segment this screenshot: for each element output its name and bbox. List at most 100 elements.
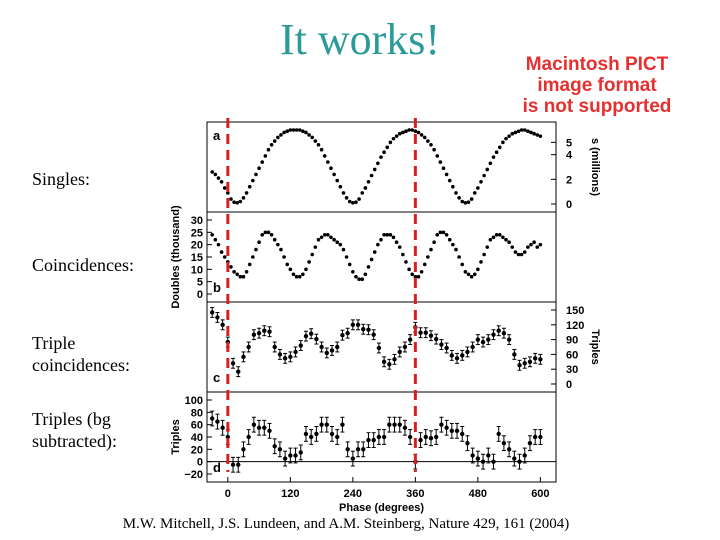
data-point	[416, 130, 421, 135]
data-point	[479, 260, 483, 264]
data-point	[538, 134, 543, 138]
data-point	[382, 150, 386, 154]
panel-label: d	[213, 460, 221, 475]
data-point	[222, 186, 227, 190]
data-point	[279, 133, 283, 137]
data-point	[344, 196, 349, 200]
data-point	[475, 456, 481, 461]
data-point	[308, 434, 314, 440]
data-point	[215, 315, 220, 320]
y-axis-label: Doubles (thousand)	[170, 205, 182, 309]
data-point	[510, 245, 515, 249]
data-point	[256, 330, 262, 336]
data-point	[241, 447, 246, 452]
data-point	[454, 428, 460, 434]
data-point	[449, 428, 455, 434]
data-point	[426, 139, 430, 143]
data-point	[210, 170, 215, 174]
data-point	[376, 161, 380, 166]
data-point	[347, 199, 352, 204]
data-point	[538, 357, 543, 362]
data-point	[391, 136, 396, 141]
data-point	[432, 147, 436, 152]
data-point	[397, 245, 402, 249]
x-tick-label: 240	[344, 488, 362, 500]
data-point	[522, 128, 527, 132]
data-point	[229, 197, 233, 201]
data-point	[422, 135, 427, 140]
data-point	[351, 200, 355, 205]
data-point	[376, 434, 382, 440]
data-point	[435, 233, 440, 237]
data-point	[213, 237, 218, 242]
data-point	[277, 447, 283, 452]
data-point	[267, 329, 272, 334]
right-y-tick-label: 90	[566, 335, 578, 347]
data-point	[516, 252, 521, 257]
data-point	[293, 453, 298, 458]
data-point	[371, 332, 376, 337]
data-point	[288, 354, 293, 360]
data-point	[307, 133, 311, 137]
data-point	[310, 252, 315, 257]
data-point	[407, 337, 413, 342]
data-point	[463, 270, 468, 274]
data-point	[355, 322, 361, 327]
data-point	[366, 437, 371, 443]
data-point	[285, 129, 290, 134]
data-point	[363, 272, 368, 277]
data-point	[526, 245, 530, 249]
data-point	[366, 265, 371, 269]
data-point	[272, 344, 277, 350]
data-point	[391, 235, 396, 240]
data-point	[486, 453, 491, 458]
data-point	[513, 250, 518, 254]
data-point	[465, 440, 470, 446]
data-point	[294, 128, 299, 132]
y-tick-label: 60	[191, 420, 203, 432]
data-point	[418, 437, 423, 443]
data-point	[236, 462, 241, 467]
right-y-tick-label: 0	[566, 379, 572, 391]
data-point	[376, 242, 380, 247]
data-point	[235, 200, 240, 205]
data-point	[222, 255, 227, 259]
data-point	[381, 359, 387, 364]
panel-frame	[206, 211, 557, 303]
data-point	[344, 255, 349, 259]
data-point	[482, 173, 486, 178]
x-tick-label: 120	[281, 488, 299, 500]
data-point	[501, 440, 507, 446]
slide-title: It works!	[279, 15, 441, 64]
data-point	[451, 242, 455, 247]
data-point	[329, 166, 333, 171]
right-y-tick-label: 30	[566, 364, 578, 376]
data-point	[357, 197, 361, 201]
data-point	[472, 272, 477, 277]
data-point	[410, 128, 415, 132]
data-point	[388, 233, 393, 237]
right-y-tick-label: 120	[566, 320, 584, 332]
data-point	[532, 240, 536, 244]
data-point	[402, 425, 408, 430]
data-point	[532, 131, 536, 136]
data-point	[419, 133, 424, 137]
data-point	[332, 172, 336, 177]
y-tick-label: 40	[191, 432, 203, 444]
data-point	[319, 147, 324, 152]
data-point	[416, 274, 421, 279]
data-point	[310, 135, 315, 140]
data-point	[522, 453, 527, 458]
data-point	[236, 369, 241, 374]
data-point	[476, 186, 480, 190]
data-point	[316, 237, 321, 242]
data-point	[535, 133, 540, 137]
data-point	[494, 150, 499, 154]
data-point	[482, 252, 486, 257]
data-point	[413, 129, 418, 134]
row-label-coincidences: Coincidences:	[32, 255, 134, 275]
data-point	[385, 145, 390, 150]
data-point	[262, 425, 267, 430]
data-point	[485, 245, 490, 249]
data-point	[460, 431, 465, 437]
